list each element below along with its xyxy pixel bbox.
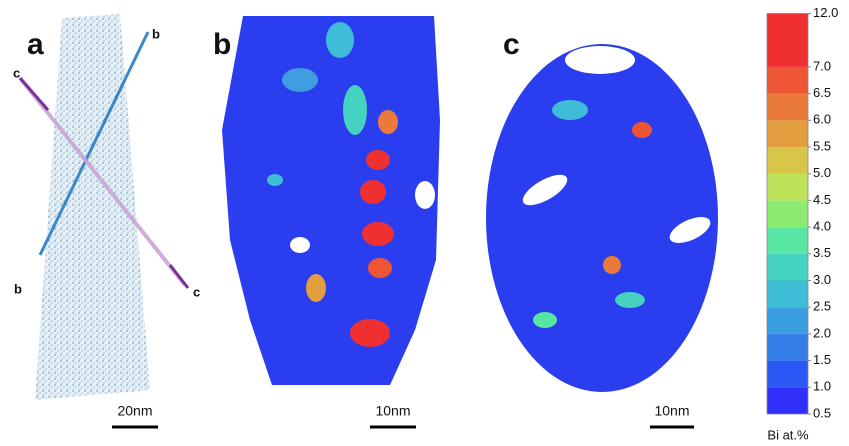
colorbar-tick-label: 3.5 xyxy=(813,245,831,260)
scale-label: 10nm xyxy=(375,403,410,419)
concentration-map xyxy=(222,16,440,385)
colorbar-tick-label: 5.0 xyxy=(813,165,831,180)
colorbar-band xyxy=(767,361,808,388)
scale-label: 10nm xyxy=(654,403,689,419)
colorbar-tick-label: 4.5 xyxy=(813,192,831,207)
arrow-label: b xyxy=(152,26,160,41)
colorbar-band xyxy=(767,94,808,121)
colorbar-band xyxy=(767,174,808,201)
arrow-c xyxy=(20,78,48,110)
colorbar-tick-label: 7.0 xyxy=(813,58,831,73)
arrow-label: c xyxy=(13,65,20,80)
colorbar-tick-label: 1.0 xyxy=(813,379,831,394)
scale-label: 20nm xyxy=(117,403,152,419)
colorbar-band xyxy=(767,14,808,67)
colorbar-tick-label: 2.5 xyxy=(813,299,831,314)
colorbar-band xyxy=(767,200,808,227)
colorbar-band xyxy=(767,67,808,94)
colorbar-band xyxy=(767,120,808,147)
colorbar-band xyxy=(767,281,808,308)
panel-label: c xyxy=(503,28,520,61)
colorbar-tick-label: 4.0 xyxy=(813,219,831,234)
colorbar-tick-label: 2.0 xyxy=(813,325,831,340)
colorbar-band xyxy=(767,307,808,334)
arrow-label: b xyxy=(14,281,22,296)
arrow-c xyxy=(170,265,188,288)
colorbar-band xyxy=(767,254,808,281)
panel-label: b xyxy=(213,28,231,61)
colorbar-band xyxy=(767,334,808,361)
colorbar-band xyxy=(767,227,808,254)
tomography-volume xyxy=(35,14,150,400)
colorbar-tick-label: 1.5 xyxy=(813,352,831,367)
colorbar-tick-label: 12.0 xyxy=(813,5,838,20)
colorbar-label: Bi at.% xyxy=(767,427,809,442)
figure: a b c b c 20nm 10nm b 10nm c 0.51.01.52 xyxy=(0,0,849,446)
colorbar-tick-label: 6.0 xyxy=(813,112,831,127)
arrow-label: c xyxy=(193,284,200,299)
concentration-map xyxy=(486,44,718,392)
colorbar-tick-label: 5.5 xyxy=(813,138,831,153)
colorbar-band xyxy=(767,147,808,174)
colorbar-tick-label: 3.0 xyxy=(813,272,831,287)
colorbar-tick-label: 6.5 xyxy=(813,85,831,100)
colorbar-tick-label: 0.5 xyxy=(813,405,831,420)
colorbar: 0.5 1.0 1.5 2.0 2.5 3.0 3.5 4.0 4.5 5.0 5.5 6.0 6.5 7… xyxy=(767,5,838,421)
panel-label: a xyxy=(27,28,44,61)
colorbar-band xyxy=(767,387,808,414)
